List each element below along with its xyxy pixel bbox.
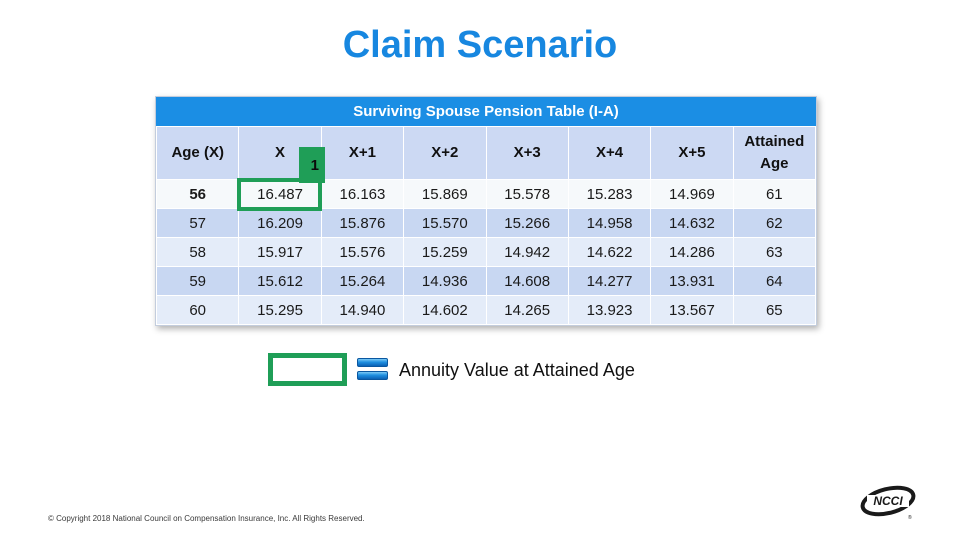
value-cell: 14.286 <box>650 237 734 267</box>
highlighted-cell-box <box>237 178 322 211</box>
equals-icon <box>357 358 388 380</box>
value-cell: 13.923 <box>567 295 652 325</box>
value-cell: 14.632 <box>650 208 734 238</box>
value-cell: 15.612 <box>238 266 322 296</box>
equals-bar-top <box>357 358 388 367</box>
value-cell: 15.576 <box>320 237 405 267</box>
equals-bar-bottom <box>357 371 388 380</box>
age-cell: 59 <box>155 266 240 296</box>
column-header: X+5 <box>650 126 734 180</box>
value-cell: 16.209 <box>238 208 322 238</box>
copyright-text: © Copyright 2018 National Council on Com… <box>48 514 365 523</box>
age-cell: 57 <box>155 208 240 238</box>
attained-age-cell: 63 <box>732 237 817 267</box>
value-cell: 15.917 <box>238 237 322 267</box>
table-header-row: Age (X) X X+1 X+2 X+3 X+4 X+5 Attained Age <box>155 126 817 180</box>
value-cell: 14.958 <box>567 208 652 238</box>
value-cell: 15.876 <box>320 208 405 238</box>
age-cell: 58 <box>155 237 240 267</box>
value-cell: 14.942 <box>485 237 569 267</box>
table-row: 59 15.612 15.264 14.936 14.608 14.277 13.931 64 <box>155 266 817 296</box>
value-cell: 15.259 <box>403 237 487 267</box>
age-cell: 56 <box>155 179 240 209</box>
value-cell: 15.578 <box>485 179 569 209</box>
value-cell: 14.608 <box>485 266 569 296</box>
attained-age-cell: 62 <box>732 208 817 238</box>
value-cell: 16.163 <box>320 179 405 209</box>
value-cell: 14.969 <box>650 179 734 209</box>
callout-1-badge: 1 <box>299 147 325 183</box>
table-row: 57 16.209 15.876 15.570 15.266 14.958 14.632 62 <box>155 208 817 238</box>
value-cell: 15.264 <box>320 266 405 296</box>
column-header: X+2 <box>403 126 487 180</box>
table-row: 60 15.295 14.940 14.602 14.265 13.923 13.567 65 <box>155 295 817 325</box>
table-title: Surviving Spouse Pension Table (I-A) <box>156 97 816 126</box>
value-cell: 15.266 <box>485 208 569 238</box>
column-header: Age (X) <box>155 126 240 180</box>
pension-table: Surviving Spouse Pension Table (I-A) Age… <box>155 96 817 326</box>
age-cell: 60 <box>155 295 240 325</box>
page-title: Claim Scenario <box>342 24 618 66</box>
value-cell: 15.283 <box>567 179 652 209</box>
value-cell: 13.567 <box>650 295 734 325</box>
pension-data-table: Age (X) X X+1 X+2 X+3 X+4 X+5 Attained Age 56 16… <box>155 126 817 325</box>
legend-label: Annuity Value at Attained Age <box>399 360 635 380</box>
table-row: 58 15.917 15.576 15.259 14.942 14.622 14.286 63 <box>155 237 817 267</box>
ncci-logo-icon: NCCI ® <box>860 485 916 521</box>
value-cell: 15.869 <box>403 179 487 209</box>
legend-highlight-box-icon <box>268 353 347 386</box>
attained-age-cell: 65 <box>732 295 817 325</box>
value-cell: 13.931 <box>650 266 734 296</box>
value-cell: 15.295 <box>238 295 322 325</box>
value-cell: 14.602 <box>403 295 487 325</box>
value-cell: 14.265 <box>485 295 569 325</box>
column-header: X+4 <box>567 126 652 180</box>
value-cell: 14.277 <box>567 266 652 296</box>
ncci-logo-text: NCCI <box>873 494 903 508</box>
column-header: X+1 <box>320 126 405 180</box>
attained-age-cell: 64 <box>732 266 817 296</box>
attained-age-cell: 61 <box>732 179 817 209</box>
value-cell: 15.570 <box>403 208 487 238</box>
value-cell: 14.936 <box>403 266 487 296</box>
value-cell: 14.940 <box>320 295 405 325</box>
value-cell: 16.487 <box>238 179 322 209</box>
value-cell: 14.622 <box>567 237 652 267</box>
registered-mark: ® <box>908 514 912 521</box>
column-header: Attained Age <box>732 126 817 180</box>
column-header: X+3 <box>485 126 569 180</box>
